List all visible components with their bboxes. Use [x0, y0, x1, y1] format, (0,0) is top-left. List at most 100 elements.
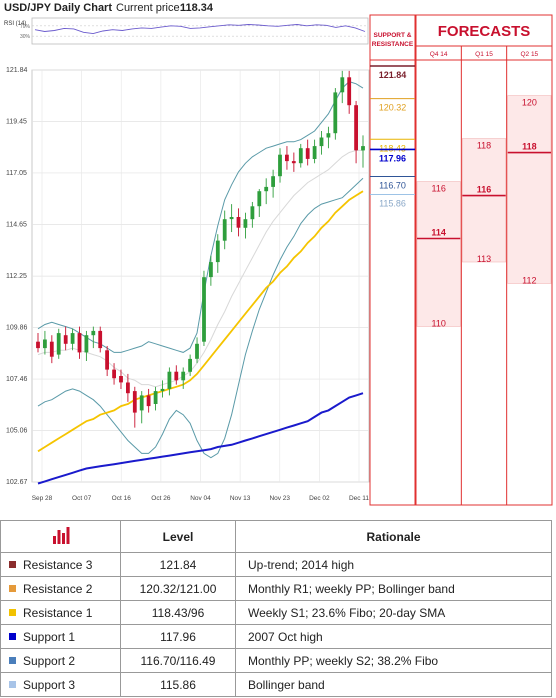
candle-body: [181, 371, 186, 381]
candle-body: [91, 330, 96, 336]
y-tick-label: 102.67: [6, 479, 28, 486]
support-resistance-panel: SUPPORT & RESISTANCE 121.84 120.32 118.43117…: [369, 14, 416, 506]
x-tick-label: Nov 04: [190, 495, 211, 502]
bollinger-lower-line: [37, 177, 364, 459]
level-name: Resistance 1: [23, 605, 93, 620]
table-row: Support 1 117.96 2007 Oct high: [0, 624, 552, 649]
sr-level-value: 115.86: [379, 199, 406, 209]
forecast-low-value: 110: [431, 318, 445, 328]
rsi-title: RSI (14): [4, 21, 26, 27]
y-tick-label: 109.86: [6, 324, 28, 331]
candle-body: [264, 186, 269, 192]
forecast-high-value: 120: [522, 98, 537, 108]
rsi-frame: [31, 17, 369, 45]
y-tick-label: 121.84: [6, 67, 28, 74]
candle-body: [271, 176, 275, 187]
y-tick-label: 107.46: [6, 376, 28, 383]
candle-body: [153, 391, 158, 404]
x-tick-label: Oct 16: [112, 495, 132, 502]
level-value: 115.86: [120, 672, 236, 697]
rsi-panel: RSI (14)70% 30%: [4, 17, 369, 45]
candle-body: [112, 369, 116, 379]
candle-body: [257, 191, 262, 207]
x-tick-label: Nov 13: [230, 495, 251, 502]
candle-body: [340, 77, 345, 93]
candle-body: [105, 350, 109, 370]
candle-body: [70, 333, 75, 344]
candle-body: [98, 330, 103, 349]
sr-header-line2: RESISTANCE: [372, 41, 414, 48]
level-name: Support 1: [23, 629, 76, 644]
forecast-low-value: 113: [477, 254, 491, 264]
level-value: 118.43/96: [120, 600, 236, 625]
sr-level-value: 118.43: [379, 143, 406, 153]
table-icon-cell: [0, 520, 121, 553]
level-color-swatch: [9, 633, 16, 641]
sr-level-value: 121.84: [379, 70, 407, 80]
level-rationale: Up-trend; 2014 high: [235, 552, 552, 577]
y-tick-label: 112.25: [6, 273, 27, 280]
candle-body: [236, 217, 241, 228]
candle-body: [49, 341, 54, 357]
sma20-line: [37, 149, 363, 388]
chart-panel: USD/JPY Daily Chart Current price: 118.3…: [4, 2, 553, 506]
table-row: Support 3 115.86 Bollinger band: [0, 672, 552, 697]
forecast-mid-value: 116: [477, 185, 492, 195]
candle-body: [160, 388, 165, 391]
candle-body: [354, 105, 358, 151]
level-rationale: Bollinger band: [235, 672, 552, 697]
level-color-swatch: [9, 657, 16, 665]
forecast-range-box: [507, 95, 552, 284]
level-name-cell: Support 1: [0, 624, 121, 649]
y-tick-label: 119.45: [6, 118, 27, 125]
y-tick-label: 105.06: [6, 428, 28, 435]
candle-body: [285, 154, 289, 162]
level-name-cell: Resistance 1: [0, 600, 121, 625]
level-color-swatch: [9, 585, 16, 593]
level-name-cell: Resistance 3: [0, 552, 121, 577]
rsi-line: [34, 24, 366, 35]
table-row: Resistance 2 120.32/121.00 Monthly R1; wee…: [0, 576, 552, 601]
level-name: Resistance 3: [23, 557, 93, 572]
levels-table: Level Rationale Resistance 3 121.84 Up-tre…: [0, 520, 552, 697]
candle-body: [84, 335, 89, 353]
level-name-cell: Support 3: [0, 672, 121, 697]
forecast-range-box: [416, 181, 461, 327]
level-value: 116.70/116.49: [120, 648, 236, 673]
candle-body: [167, 371, 172, 389]
candle-body: [77, 333, 82, 353]
level-rationale: Weekly S1; 23.6% Fibo; 20-day SMA: [235, 600, 552, 625]
rationale-header: Rationale: [235, 520, 552, 553]
candle-body: [146, 395, 151, 407]
candle-body: [36, 341, 40, 349]
candle-body: [298, 148, 303, 164]
forecast-low-value: 112: [522, 275, 536, 285]
levels-table-header: Level Rationale: [0, 520, 552, 553]
level-name: Support 2: [23, 653, 76, 668]
level-name-cell: Support 2: [0, 648, 121, 673]
sr-level-value: 120.32: [379, 103, 407, 113]
level-name-cell: Resistance 2: [0, 576, 121, 601]
table-row: Resistance 3 121.84 Up-trend; 2014 high: [0, 552, 552, 577]
candle-body: [119, 376, 123, 383]
forecast-high-value: 118: [477, 141, 491, 151]
candle-body: [347, 77, 352, 106]
forecasts-title: FORECASTS: [438, 23, 531, 40]
level-rationale: Monthly PP; weekly S2; 38.2% Fibo: [235, 648, 552, 673]
level-rationale: 2007 Oct high: [235, 624, 552, 649]
candle-body: [188, 358, 192, 372]
candle-body: [56, 333, 61, 355]
candle-body: [291, 161, 296, 164]
candle-body: [209, 262, 213, 278]
candle-body: [278, 154, 282, 177]
level-header: Level: [120, 520, 236, 553]
candle-body: [326, 133, 331, 138]
candle-body: [132, 391, 137, 413]
level-color-swatch: [9, 681, 16, 689]
x-tick-label: Dec 02: [309, 495, 330, 502]
sr-level-value: 117.96: [379, 153, 406, 163]
sma50-line: [37, 190, 364, 453]
bar-chart-icon: [52, 527, 69, 544]
candle-body: [195, 343, 199, 359]
y-tick-label: 117.05: [6, 170, 27, 177]
